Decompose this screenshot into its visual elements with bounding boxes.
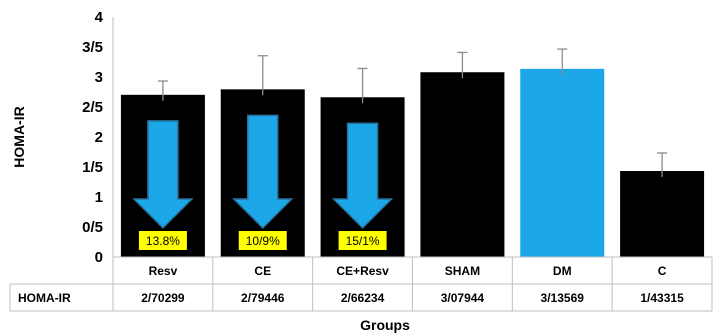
down-arrow-icon [132,120,194,230]
y-tick-label: 3/5 [82,39,103,56]
data-table: HOMA-IR Resv 2/70299 CE 2/79446 CE+Resv 2/6623… [9,256,713,312]
x-axis-title: Groups [360,317,410,333]
table-cell-value: 3/13569 [541,291,585,305]
x-category-label: Resv [149,264,178,278]
bar [520,68,605,257]
reduction-label: 10/9% [246,234,280,248]
reduction-label: 13.8% [146,234,180,248]
table-cell-value: 1/43315 [640,291,684,305]
table-cell-value: 2/70299 [141,291,185,305]
y-tick-label: 0 [95,249,103,266]
x-category-label: C [658,264,667,278]
down-arrow-icon [231,114,294,230]
reduction-label-box [338,231,387,250]
reduction-label-box [138,231,187,250]
reduction-label: 15/1% [346,234,380,248]
bar [420,72,505,257]
x-category-label: CE+Resv [336,264,389,278]
x-category-label: DM [553,264,572,278]
x-category-label: SHAM [445,264,480,278]
x-category-label: CE [254,264,271,278]
y-tick-label: 2 [95,129,103,146]
y-tick-label: 1 [95,189,103,206]
y-tick-label: 0/5 [82,219,103,236]
y-axis-title: HOMA-IR [11,106,27,167]
y-tick-label: 1/5 [82,159,103,176]
y-tick-label: 4 [95,9,104,26]
bar [620,171,705,257]
y-axis: 0 0/5 1 1/5 2 2/5 3 3/5 4 [82,9,114,311]
table-cell-value: 2/66234 [341,291,385,305]
y-tick-label: 3 [95,69,103,86]
y-tick-label: 2/5 [82,99,103,116]
table-cell-value: 3/07944 [441,291,485,305]
reduction-label-box [238,231,287,250]
bars-layer: 13.8% 10/9% 15/1% [120,48,705,257]
table-cell-value: 2/79446 [241,291,285,305]
down-arrow-icon [331,122,394,230]
table-row-label: HOMA-IR [18,291,71,305]
